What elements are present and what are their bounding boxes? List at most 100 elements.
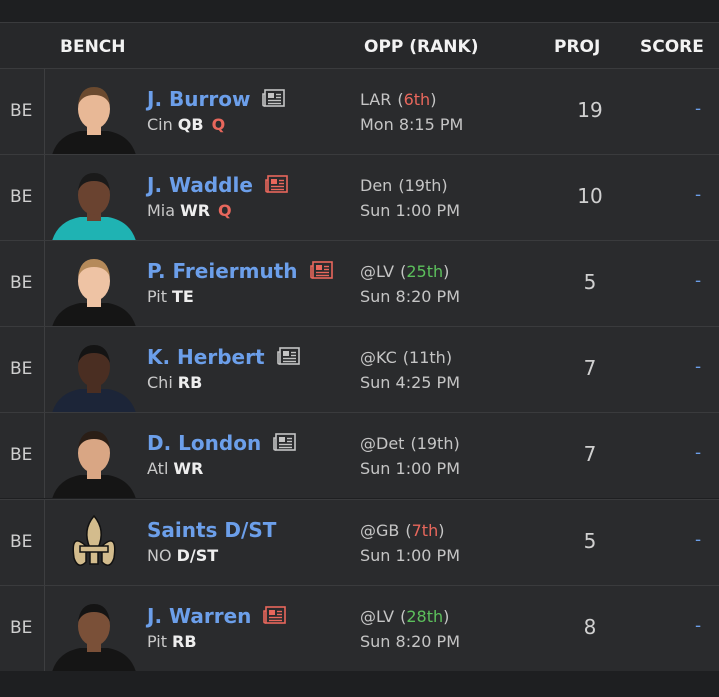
column-header: SCORE	[640, 37, 704, 57]
position: RB	[177, 373, 203, 393]
slot-label: BE	[10, 101, 33, 121]
player-photo	[52, 87, 136, 154]
team: Pit	[147, 287, 168, 307]
projection: 5	[583, 528, 597, 553]
player-info: Pit TE	[147, 287, 194, 306]
player-info: Mia WR Q	[147, 201, 232, 220]
slot-label: BE	[10, 187, 33, 208]
opponent-rank: 7th	[399, 521, 444, 540]
slot-label: BE	[10, 617, 33, 638]
position: WR	[180, 201, 211, 221]
projection: 5	[583, 270, 597, 295]
slot-label: BE	[10, 359, 33, 380]
opponent-rank: 6th	[391, 90, 436, 109]
slot-label: BE	[10, 445, 33, 466]
opponent-rank: 28th	[394, 607, 449, 626]
player-name[interactable]: D. London	[147, 431, 262, 456]
game-time: Mon 8:15 PM	[360, 115, 464, 134]
news-icon[interactable]	[265, 174, 289, 194]
player-name[interactable]: K. Herbert	[147, 345, 265, 370]
opponent: Den19th	[360, 176, 448, 195]
team: NO	[147, 545, 172, 565]
player-photo	[52, 603, 136, 671]
injury-status: Q	[218, 201, 232, 221]
player-name[interactable]: J. Warren	[147, 603, 252, 628]
player-name[interactable]: J. Burrow	[147, 87, 251, 111]
injury-status: Q	[211, 115, 226, 134]
slot-cell	[0, 499, 45, 585]
position: D/ST	[176, 545, 219, 565]
player-info: Atl WR	[147, 459, 203, 478]
opponent-team: LAR	[360, 90, 392, 109]
game-time: Sun 8:20 PM	[360, 631, 460, 651]
game-time: Sun 1:00 PM	[360, 545, 460, 565]
opponent-team: @LV	[360, 262, 395, 282]
score: -	[695, 185, 702, 206]
game-time: Sun 8:20 PM	[360, 287, 460, 307]
opponent: @Det19th	[360, 434, 460, 453]
footer-strip	[0, 670, 719, 697]
opponent: @LV28th	[360, 607, 449, 626]
position: QB	[177, 115, 204, 134]
slot-cell	[0, 327, 45, 413]
opponent-rank: 25th	[394, 262, 449, 281]
news-icon[interactable]	[309, 260, 334, 280]
opponent: LAR6th	[360, 90, 436, 109]
opponent: @GB7th	[360, 521, 444, 540]
slot-label: BE	[10, 531, 33, 552]
table-header: BENCH OPP (RANK) PROJ SCORE	[0, 22, 719, 69]
projection: 7	[583, 442, 597, 467]
team: Atl	[147, 459, 169, 479]
opponent-rank: 11th	[397, 348, 452, 367]
opponent-rank: 19th	[392, 176, 447, 195]
player-row: BE Saints D/ST NOD/ST @GB7th Sun 1:00 PM 5 -	[0, 498, 719, 585]
slot-cell	[0, 585, 45, 671]
player-name[interactable]: P. Freiermuth	[147, 259, 298, 284]
score: -	[695, 271, 702, 292]
player-name[interactable]: J. Waddle	[147, 173, 253, 198]
game-time: Sun 1:00 PM	[360, 201, 460, 221]
score: -	[695, 357, 702, 378]
slot-cell	[0, 413, 45, 499]
column-header: OPP (RANK)	[364, 37, 479, 57]
score: -	[695, 99, 702, 119]
column-header: BENCH	[60, 37, 126, 57]
news-icon[interactable]	[273, 432, 297, 452]
projection: 10	[577, 184, 603, 209]
player-info: NO D/ST	[147, 546, 218, 565]
news-icon[interactable]	[263, 605, 287, 625]
team: Mia	[147, 201, 176, 221]
game-time: Sun 1:00 PM	[360, 459, 460, 479]
opponent-team: @GB	[360, 520, 400, 540]
opponent: @LV25th	[360, 262, 449, 281]
opponent-team: @Det	[360, 434, 405, 454]
player-info: Chi RB	[147, 373, 202, 392]
opponent-rank: 19th	[404, 434, 459, 453]
position: TE	[172, 287, 194, 307]
player-photo	[72, 514, 116, 566]
player-name[interactable]: Saints D/ST	[147, 517, 277, 542]
position: RB	[172, 631, 197, 651]
game-time: Sun 4:25 PM	[360, 373, 460, 393]
news-icon[interactable]	[276, 346, 301, 366]
slot-cell	[0, 155, 45, 241]
news-icon[interactable]	[262, 88, 286, 108]
opponent-team: @LV	[360, 606, 395, 626]
player-photo	[52, 173, 136, 241]
score: -	[695, 615, 702, 636]
team: Pit	[147, 631, 168, 651]
score: -	[695, 443, 702, 464]
projection: 8	[583, 614, 597, 639]
player-photo	[52, 259, 136, 327]
column-header: PROJ	[554, 37, 601, 57]
team: Chi	[147, 373, 173, 393]
team: Cin	[147, 115, 173, 134]
score: -	[695, 529, 702, 550]
slot-label: BE	[10, 273, 33, 294]
projection: 7	[583, 356, 597, 381]
